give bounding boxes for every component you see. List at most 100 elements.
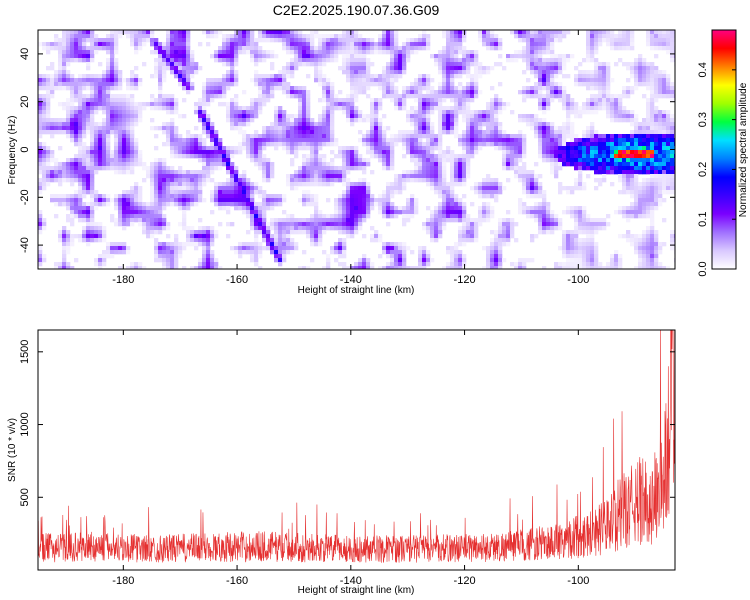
heatmap-cell (474, 62, 479, 67)
heatmap-cell (154, 170, 159, 175)
heatmap-cell (394, 58, 399, 63)
heatmap-cell (46, 90, 51, 95)
heatmap-cell (394, 42, 399, 47)
heatmap-cell (218, 30, 223, 35)
heatmap-cell (202, 98, 207, 103)
heatmap-cell (114, 30, 119, 35)
heatmap-cell (282, 82, 287, 87)
heatmap-cell (130, 86, 135, 91)
heatmap-cell (50, 86, 55, 91)
heatmap-cell (310, 218, 315, 223)
heatmap-cell (590, 142, 595, 147)
heatmap-cell (330, 218, 335, 223)
heatmap-cell (194, 190, 199, 195)
heatmap-cell (442, 194, 447, 199)
heatmap-cell (606, 162, 611, 167)
heatmap-cell (198, 150, 203, 155)
heatmap-cell (446, 158, 451, 163)
heatmap-cell (522, 138, 527, 143)
heatmap-cell (234, 82, 239, 87)
heatmap-cell (370, 154, 375, 159)
heatmap-cell (666, 154, 671, 159)
heatmap-cell (242, 30, 247, 35)
heatmap-cell (234, 194, 239, 199)
heatmap-cell (150, 186, 155, 191)
heatmap-cell (90, 202, 95, 207)
heatmap-cell (206, 78, 211, 83)
heatmap-cell (438, 126, 443, 131)
heatmap-cell (326, 58, 331, 63)
heatmap-cell (338, 174, 343, 179)
heatmap-cell (178, 170, 183, 175)
heatmap-cell (534, 66, 539, 71)
heatmap-cell (70, 110, 75, 115)
heatmap-cell (70, 58, 75, 63)
heatmap-cell (82, 94, 87, 99)
heatmap-cell (622, 30, 627, 35)
heatmap-cell (234, 50, 239, 55)
heatmap-cell (326, 134, 331, 139)
heatmap-cell (262, 30, 267, 35)
heatmap-cell (638, 66, 643, 71)
heatmap-cell (646, 102, 651, 107)
heatmap-cell (430, 218, 435, 223)
heatmap-cell (154, 174, 159, 179)
heatmap-cell (158, 218, 163, 223)
heatmap-cell (362, 194, 367, 199)
heatmap-cell (322, 46, 327, 51)
heatmap-cell (258, 166, 263, 171)
heatmap-cell (38, 186, 43, 191)
heatmap-cell (662, 82, 667, 87)
heatmap-cell (406, 114, 411, 119)
heatmap-cell (398, 206, 403, 211)
heatmap-cell (94, 154, 99, 159)
heatmap-cell (626, 38, 631, 43)
heatmap-cell (466, 138, 471, 143)
heatmap-cell (502, 158, 507, 163)
heatmap-cell (538, 118, 543, 123)
heatmap-cell (54, 38, 59, 43)
heatmap-cell (238, 190, 243, 195)
heatmap-cell (318, 118, 323, 123)
heatmap-cell (130, 102, 135, 107)
heatmap-cell (538, 86, 543, 91)
heatmap-cell (354, 78, 359, 83)
heatmap-cell (170, 38, 175, 43)
heatmap-cell (650, 118, 655, 123)
heatmap-cell (386, 66, 391, 71)
heatmap-cell (386, 126, 391, 131)
heatmap-cell (170, 42, 175, 47)
heatmap-cell (330, 58, 335, 63)
heatmap-cell (174, 142, 179, 147)
heatmap-cell (290, 138, 295, 143)
heatmap-cell (322, 78, 327, 83)
heatmap-cell (622, 46, 627, 51)
heatmap-cell (258, 218, 263, 223)
heatmap-cell (94, 86, 99, 91)
heatmap-cell (598, 70, 603, 75)
heatmap-cell (106, 114, 111, 119)
heatmap-cell (534, 50, 539, 55)
heatmap-cell (622, 166, 627, 171)
heatmap-cell (74, 90, 79, 95)
heatmap-cell (78, 198, 83, 203)
heatmap-cell (550, 38, 555, 43)
heatmap-cell (522, 206, 527, 211)
heatmap-cell (350, 154, 355, 159)
heatmap-cell (354, 58, 359, 63)
heatmap-cell (474, 222, 479, 227)
heatmap-cell (618, 46, 623, 51)
heatmap-cell (606, 146, 611, 151)
heatmap-cell (658, 138, 663, 143)
heatmap-cell (166, 106, 171, 111)
heatmap-cell (150, 34, 155, 39)
heatmap-cell (354, 46, 359, 51)
heatmap-cell (578, 62, 583, 67)
heatmap-cell (106, 166, 111, 171)
heatmap-cell (222, 198, 227, 203)
heatmap-cell (50, 66, 55, 71)
heatmap-cell (130, 194, 135, 199)
heatmap-cell (130, 218, 135, 223)
heatmap-cell (90, 210, 95, 215)
heatmap-cell (290, 70, 295, 75)
